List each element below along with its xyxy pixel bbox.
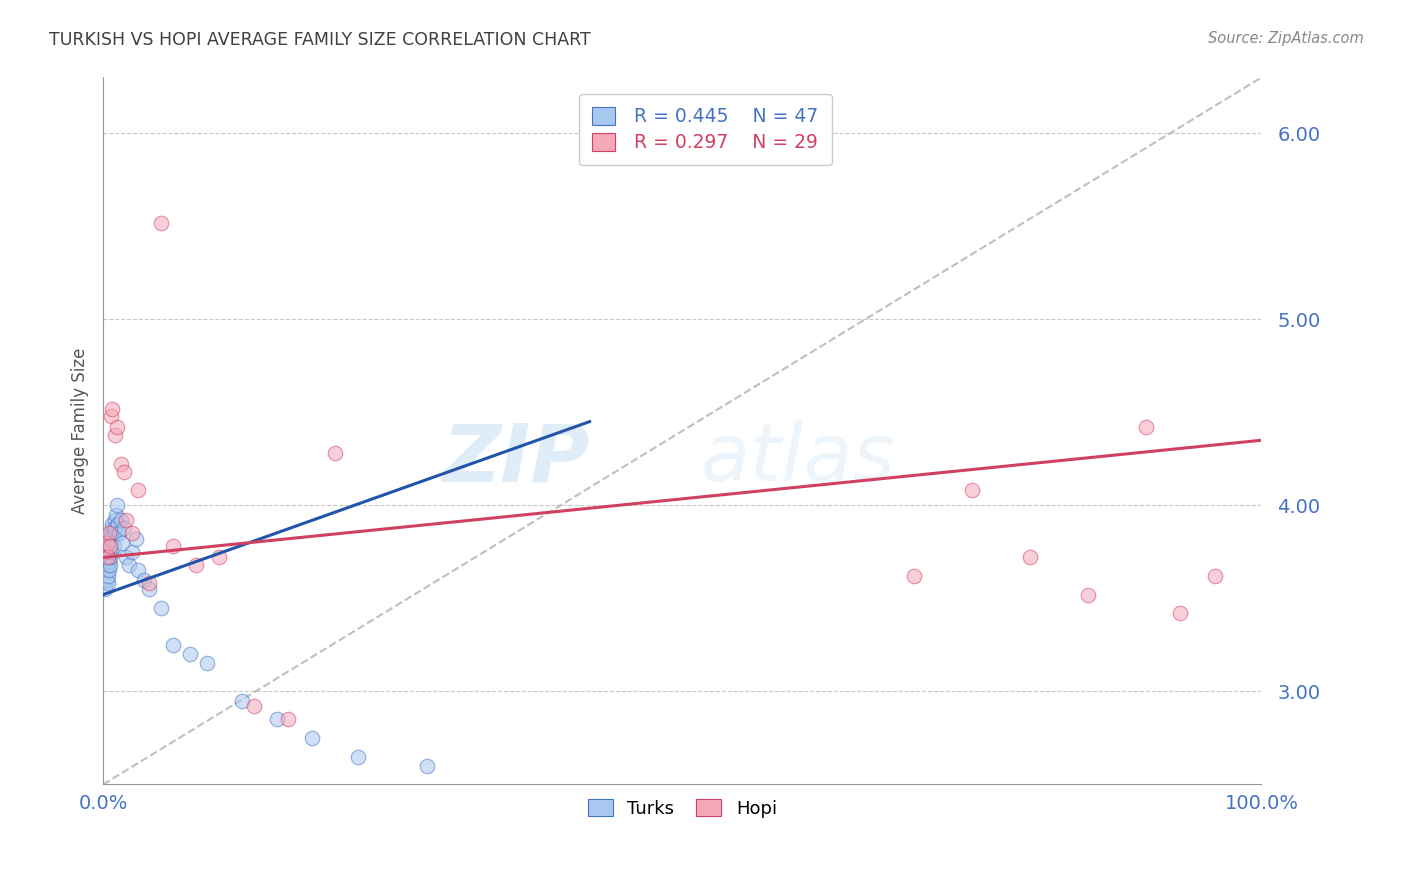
Y-axis label: Average Family Size: Average Family Size	[72, 348, 89, 514]
Point	[96, 564, 118, 578]
Point	[323, 446, 346, 460]
Point	[121, 545, 143, 559]
Point	[127, 483, 149, 498]
Point	[100, 526, 122, 541]
Point	[98, 550, 121, 565]
Point	[124, 532, 146, 546]
Point	[100, 545, 122, 559]
Point	[1170, 607, 1192, 621]
Text: Source: ZipAtlas.com: Source: ZipAtlas.com	[1208, 31, 1364, 46]
Point	[301, 731, 323, 745]
Point	[112, 521, 135, 535]
Point	[103, 539, 125, 553]
Point	[150, 216, 173, 230]
Point	[98, 539, 121, 553]
Point	[101, 401, 124, 416]
Point	[110, 458, 132, 472]
Point	[97, 554, 120, 568]
Point	[97, 545, 120, 559]
Point	[104, 513, 127, 527]
Point	[132, 573, 155, 587]
Point	[115, 513, 138, 527]
Point	[266, 712, 288, 726]
Point	[121, 526, 143, 541]
Point	[104, 521, 127, 535]
Point	[179, 647, 201, 661]
Point	[101, 521, 124, 535]
Point	[98, 532, 121, 546]
Point	[97, 569, 120, 583]
Point	[208, 550, 231, 565]
Point	[97, 526, 120, 541]
Point	[96, 573, 118, 587]
Point	[105, 420, 128, 434]
Point	[97, 558, 120, 572]
Point	[103, 526, 125, 541]
Point	[108, 526, 131, 541]
Point	[277, 712, 299, 726]
Point	[100, 535, 122, 549]
Point	[1077, 588, 1099, 602]
Point	[1135, 420, 1157, 434]
Point	[162, 539, 184, 553]
Point	[150, 600, 173, 615]
Point	[105, 499, 128, 513]
Point	[242, 699, 264, 714]
Point	[98, 558, 121, 572]
Point	[97, 576, 120, 591]
Point	[104, 427, 127, 442]
Point	[1204, 569, 1226, 583]
Point	[98, 539, 121, 553]
Text: atlas: atlas	[700, 420, 896, 499]
Point	[97, 564, 120, 578]
Text: ZIP: ZIP	[443, 420, 589, 499]
Point	[117, 558, 139, 572]
Point	[96, 535, 118, 549]
Legend: Turks, Hopi: Turks, Hopi	[581, 791, 785, 825]
Point	[162, 638, 184, 652]
Point	[138, 576, 160, 591]
Point	[231, 694, 253, 708]
Point	[111, 535, 134, 549]
Point	[94, 582, 117, 596]
Point	[94, 545, 117, 559]
Point	[97, 550, 120, 565]
Point	[138, 582, 160, 596]
Point	[347, 749, 370, 764]
Point	[903, 569, 925, 583]
Point	[97, 550, 120, 565]
Point	[195, 657, 218, 671]
Text: TURKISH VS HOPI AVERAGE FAMILY SIZE CORRELATION CHART: TURKISH VS HOPI AVERAGE FAMILY SIZE CORR…	[49, 31, 591, 49]
Point	[127, 564, 149, 578]
Point	[960, 483, 983, 498]
Point	[101, 516, 124, 531]
Point	[184, 558, 207, 572]
Point	[104, 508, 127, 522]
Point	[110, 513, 132, 527]
Point	[107, 516, 129, 531]
Point	[100, 409, 122, 423]
Point	[112, 465, 135, 479]
Point	[416, 759, 439, 773]
Point	[1018, 550, 1040, 565]
Point	[97, 535, 120, 549]
Point	[115, 550, 138, 565]
